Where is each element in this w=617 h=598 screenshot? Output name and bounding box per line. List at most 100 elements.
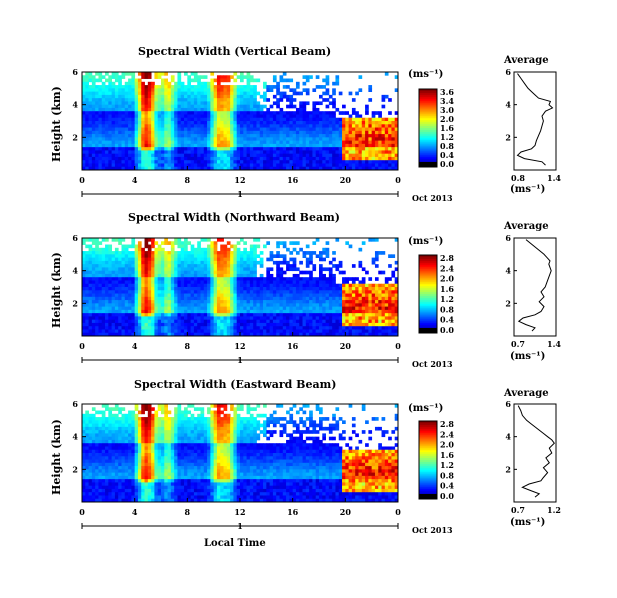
date-label-eastward: Oct 2013 <box>412 525 453 535</box>
date-label-vertical: Oct 2013 <box>412 193 453 203</box>
profile-line <box>516 73 554 166</box>
profile-y-tick-label: 4 <box>505 100 511 110</box>
profile-y-tick-label: 2 <box>505 132 511 142</box>
colorbar-unit-vertical: (ms⁻¹) <box>408 69 444 80</box>
x-tick-label: 16 <box>287 507 299 517</box>
colorbar-tick-label: 1.2 <box>440 294 454 304</box>
colorbar-tick-label: 2.0 <box>440 274 454 284</box>
colorbar-tick-label: 0.4 <box>440 150 454 160</box>
colorbar-unit-northward: (ms⁻¹) <box>408 236 444 247</box>
colorbar-tick-label: 2.8 <box>440 419 454 429</box>
profile-x-tick-label: 1.4 <box>547 339 561 349</box>
profile-x-tick-label: 1.2 <box>547 505 561 515</box>
heatmap-panel-0: 0 4 8 12 16 20 064213.63.43.02.01.61.20.80.40.… <box>72 67 561 199</box>
colorbar-tick-label: 3.6 <box>440 87 454 97</box>
profile-x-tick-label: 0.7 <box>511 505 525 515</box>
colorbar-tick-label: 1.6 <box>440 284 454 294</box>
profile-title-vertical: Average <box>504 55 549 66</box>
day-marker-label: 1 <box>237 521 243 531</box>
colorbar-tick-label: 2.8 <box>440 253 454 263</box>
chart-title-eastward: Spectral Width (Eastward Beam) <box>134 378 337 391</box>
x-tick-label: 0 <box>79 341 85 351</box>
profile-xlabel-northward: (ms⁻¹) <box>510 351 546 362</box>
x-tick-label: 20 <box>340 507 352 517</box>
x-tick-label: 8 <box>185 507 191 517</box>
profile-line <box>517 239 552 332</box>
x-tick-label: 4 <box>132 341 138 351</box>
colorbar-frame <box>418 254 438 334</box>
chart-title-vertical: Spectral Width (Vertical Beam) <box>138 45 332 58</box>
colorbar-tick-label: 1.6 <box>440 450 454 460</box>
profile-x-tick-label: 0.7 <box>511 339 525 349</box>
x-tick-label: 0 <box>395 175 401 185</box>
y-tick-label: 2 <box>72 132 78 142</box>
ylabel-eastward: Height (km) <box>50 419 63 495</box>
x-tick-label: 4 <box>132 507 138 517</box>
xlabel-local-time: Local Time <box>204 538 266 549</box>
profile-frame <box>513 237 557 337</box>
colorbar-tick-label: 2.4 <box>440 263 454 273</box>
colorbar-tick-label: 0.0 <box>440 325 454 335</box>
chart-title-northward: Spectral Width (Northward Beam) <box>128 211 340 224</box>
day-marker-label: 1 <box>237 189 243 199</box>
profile-x-tick-label: 1.4 <box>547 173 561 183</box>
x-tick-label: 4 <box>132 175 138 185</box>
y-tick-label: 6 <box>72 67 78 77</box>
colorbar-frame <box>418 88 438 168</box>
y-tick-label: 4 <box>72 266 78 276</box>
profile-frame <box>513 403 557 503</box>
day-marker-label: 1 <box>237 355 243 365</box>
y-tick-label: 4 <box>72 432 78 442</box>
profile-y-tick-label: 6 <box>505 233 511 243</box>
colorbar-floor <box>419 162 437 167</box>
ylabel-vertical: Height (km) <box>50 86 63 162</box>
profile-y-tick-label: 4 <box>505 266 511 276</box>
profile-y-tick-label: 6 <box>505 67 511 77</box>
heatmap-panel-1: 0 4 8 12 16 20 0 6 4 2 1 2.82.42.01.61.20.80.40.0 6 4… <box>72 233 561 365</box>
colorbar-floor <box>419 328 437 333</box>
y-tick-label: 2 <box>72 464 78 474</box>
colorbar-unit-eastward: (ms⁻¹) <box>408 403 444 414</box>
x-tick-label: 8 <box>185 175 191 185</box>
colorbar-tick-label: 0.4 <box>440 481 454 491</box>
profile-title-northward: Average <box>504 221 549 232</box>
profile-y-tick-label: 2 <box>505 298 511 308</box>
y-tick-label: 4 <box>72 100 78 110</box>
profile-frame <box>513 71 557 171</box>
x-tick-label: 20 <box>340 175 352 185</box>
colorbar-tick-label: 0.8 <box>440 141 454 151</box>
colorbar-tick-label: 0.0 <box>440 491 454 501</box>
colorbar-tick-label: 0.0 <box>440 159 454 169</box>
heatmap-panel-2: 0 4 8 12 16 20 064212.82.42.01.61.20.80.40.064… <box>72 399 561 531</box>
y-tick-label: 6 <box>72 399 78 409</box>
profile-y-tick-label: 6 <box>505 399 511 409</box>
y-tick-label: 2 <box>72 298 78 308</box>
colorbar-tick-label: 1.2 <box>440 460 454 470</box>
colorbar-tick-label: 3.0 <box>440 105 454 115</box>
colorbar-tick-label: 2.0 <box>440 114 454 124</box>
colorbar-tick-label: 0.4 <box>440 315 454 325</box>
x-tick-label: 8 <box>185 341 191 351</box>
profile-x-tick-label: 0.8 <box>511 173 525 183</box>
ylabel-northward: Height (km) <box>50 252 63 328</box>
x-tick-label: 0 <box>79 507 85 517</box>
x-tick-label: 12 <box>234 175 245 185</box>
colorbar-tick-label: 2.0 <box>440 440 454 450</box>
profile-xlabel-vertical: (ms⁻¹) <box>510 184 546 195</box>
profile-xlabel-eastward: (ms⁻¹) <box>510 517 546 528</box>
x-tick-label: 0 <box>395 507 401 517</box>
colorbar-tick-label: 2.4 <box>440 429 454 439</box>
x-tick-label: 16 <box>287 175 299 185</box>
colorbar-floor <box>419 494 437 499</box>
profile-title-eastward: Average <box>504 388 549 399</box>
profile-line <box>517 405 555 498</box>
profile-y-tick-label: 4 <box>505 432 511 442</box>
date-label-northward: Oct 2013 <box>412 359 453 369</box>
colorbar-tick-label: 0.8 <box>440 470 454 480</box>
colorbar-frame <box>418 420 438 500</box>
x-tick-label: 0 <box>395 341 401 351</box>
x-tick-label: 12 <box>234 341 245 351</box>
x-tick-label: 12 <box>234 507 245 517</box>
colorbar-tick-label: 1.6 <box>440 123 454 133</box>
